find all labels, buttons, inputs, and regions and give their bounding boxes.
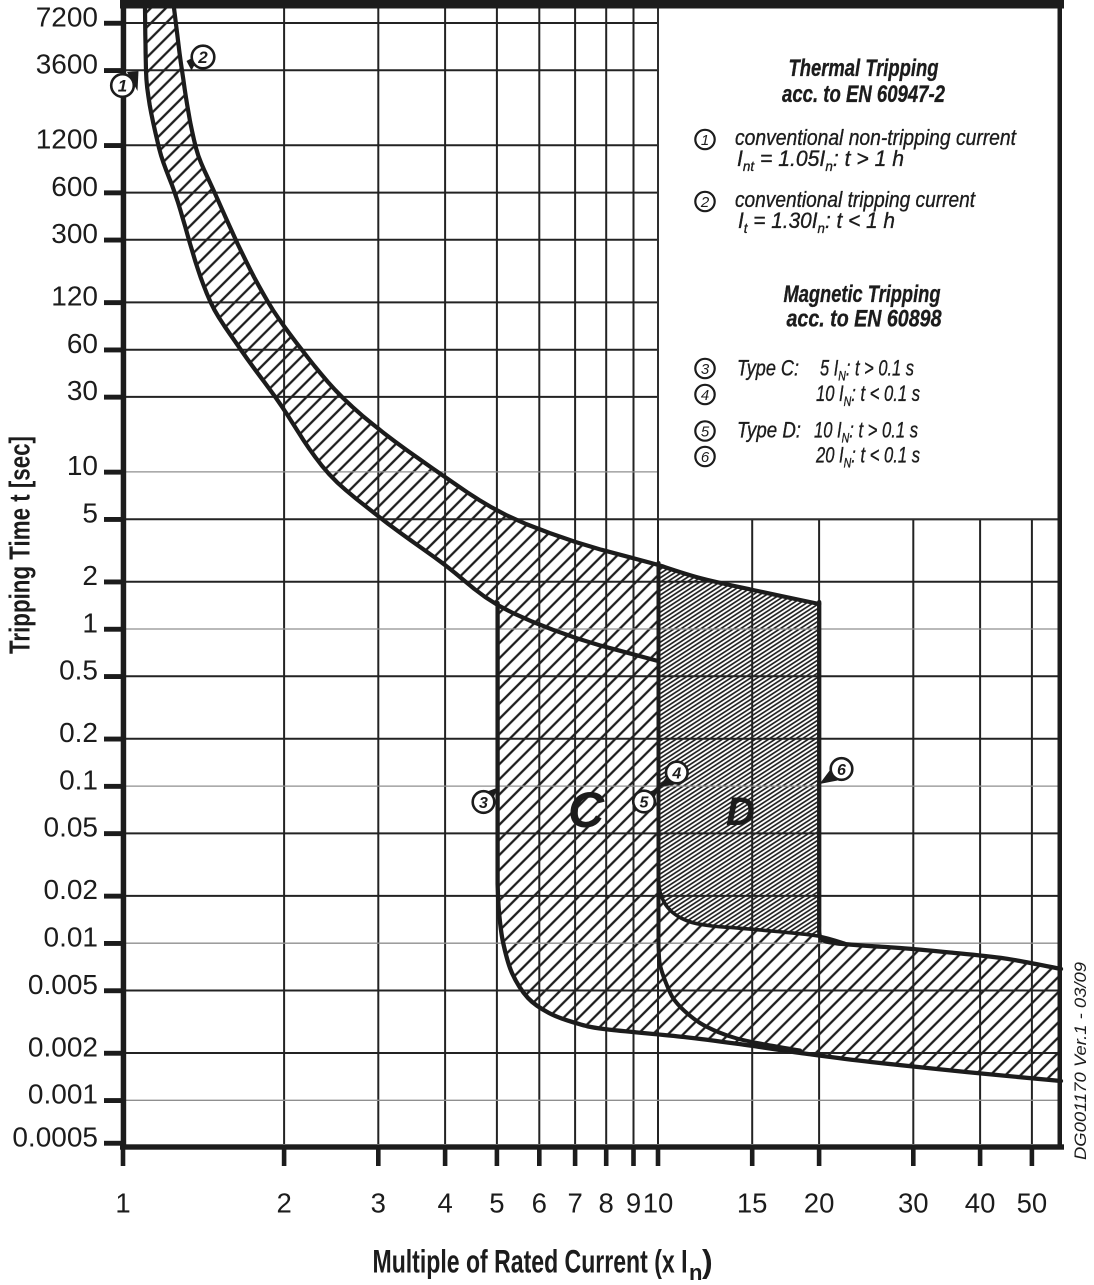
svg-text:2: 2 [197,48,208,67]
svg-text:4: 4 [701,387,709,404]
svg-text:30: 30 [898,1188,929,1219]
svg-text:5: 5 [701,423,710,440]
svg-text:20: 20 [804,1188,835,1219]
svg-text:1: 1 [115,1188,130,1219]
svg-text:conventional non-tripping curr: conventional non-tripping current [735,125,1017,150]
svg-text:20 IN: t < 0.1 s: 20 IN: t < 0.1 s [815,443,920,471]
svg-text:4: 4 [671,765,681,782]
svg-text:6: 6 [837,762,846,779]
svg-text:10 IN: t > 0.1 s: 10 IN: t > 0.1 s [814,418,918,446]
svg-text:10: 10 [643,1188,674,1219]
svg-text:3: 3 [479,795,488,812]
svg-text:2: 2 [82,560,98,591]
svg-text:0.001: 0.001 [28,1079,98,1110]
svg-text:0.005: 0.005 [28,969,98,1000]
svg-text:3: 3 [701,361,710,378]
svg-text:Type C:: Type C: [737,356,799,381]
svg-text:9: 9 [626,1188,641,1219]
svg-text:5: 5 [489,1188,504,1219]
svg-text:Tripping Time t [sec]: Tripping Time t [sec] [5,436,37,654]
svg-text:120: 120 [51,281,98,312]
svg-text:1200: 1200 [36,124,98,155]
svg-text:3: 3 [371,1188,386,1219]
svg-text:0.1: 0.1 [59,764,98,795]
svg-text:Multiple of Rated Current (x I: Multiple of Rated Current (x I [373,1244,688,1280]
svg-text:5 IN: t > 0.1 s: 5 IN: t > 0.1 s [820,356,914,384]
svg-text:50: 50 [1017,1188,1048,1219]
svg-text:5: 5 [82,498,98,529]
svg-text:1: 1 [701,132,709,149]
svg-text:7200: 7200 [36,1,98,32]
svg-text:6: 6 [701,449,710,466]
svg-text:30: 30 [67,375,98,406]
svg-text:conventional tripping current: conventional tripping current [735,187,976,212]
svg-text:acc. to EN 60947-2: acc. to EN 60947-2 [782,81,945,108]
svg-text:5: 5 [640,794,650,811]
svg-text:300: 300 [51,218,98,249]
svg-text:0.5: 0.5 [59,655,98,686]
svg-text:Type D:: Type D: [737,418,801,443]
svg-text:D: D [726,790,755,834]
svg-text:3600: 3600 [36,49,98,80]
svg-text:10 IN: t < 0.1 s: 10 IN: t < 0.1 s [816,381,920,409]
svg-text:1: 1 [82,607,98,638]
svg-text:60: 60 [67,328,98,359]
svg-text:acc. to EN 60898: acc. to EN 60898 [787,306,943,333]
svg-text:6: 6 [532,1188,547,1219]
svg-text:It = 1.30In: t < 1 h: It = 1.30In: t < 1 h [738,208,895,236]
svg-text:40: 40 [965,1188,996,1219]
svg-text:0.002: 0.002 [28,1031,98,1062]
svg-text:0.02: 0.02 [44,874,99,905]
svg-text:0.01: 0.01 [44,922,99,953]
svg-text:1: 1 [118,77,127,96]
svg-text:Magnetic Tripping: Magnetic Tripping [784,281,941,308]
svg-text:C: C [568,782,605,838]
svg-text:Thermal Tripping: Thermal Tripping [789,55,939,82]
svg-text:0.2: 0.2 [59,717,98,748]
svg-text:DG001170 Ver.1 - 03/09: DG001170 Ver.1 - 03/09 [1071,961,1090,1160]
svg-text:): ) [702,1244,713,1280]
svg-text:0.05: 0.05 [44,812,99,843]
svg-text:n: n [689,1260,702,1280]
svg-text:4: 4 [437,1188,452,1219]
svg-text:2: 2 [276,1188,291,1219]
svg-text:7: 7 [567,1188,582,1219]
svg-text:15: 15 [737,1188,768,1219]
svg-text:Int = 1.05In: t > 1 h: Int = 1.05In: t > 1 h [737,146,904,174]
svg-text:2: 2 [700,194,710,211]
svg-text:10: 10 [67,450,98,481]
svg-text:0.0005: 0.0005 [12,1122,98,1153]
svg-text:600: 600 [51,171,98,202]
svg-text:8: 8 [599,1188,614,1219]
